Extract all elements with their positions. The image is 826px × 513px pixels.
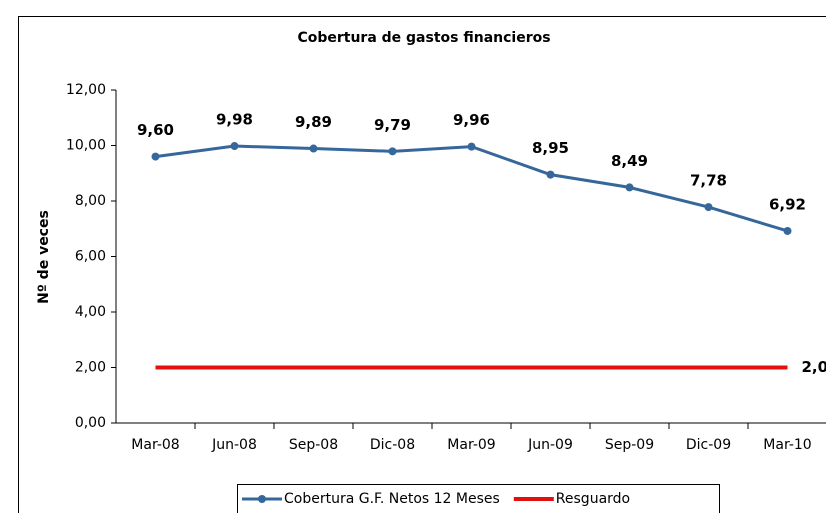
- x-tick-label: Mar-08: [131, 437, 179, 453]
- x-tick-label: Sep-09: [605, 437, 654, 453]
- y-axis-label: Nº de veces: [36, 210, 52, 304]
- data-point: [309, 144, 318, 153]
- x-tick-label: Mar-09: [447, 437, 495, 453]
- data-label: 9,89: [295, 113, 332, 131]
- y-tick-label: 0,00: [75, 415, 106, 431]
- data-point: [388, 147, 397, 156]
- x-tick-label: Jun-09: [527, 437, 573, 453]
- chart-border: [18, 16, 826, 513]
- data-point: [625, 183, 634, 192]
- x-tick-label: Mar-10: [763, 437, 811, 453]
- legend-marker: [258, 495, 266, 503]
- data-point: [467, 142, 476, 151]
- x-tick-label: Sep-08: [289, 437, 338, 453]
- x-tick-label: Dic-08: [370, 437, 415, 453]
- y-tick-label: 8,00: [75, 193, 106, 209]
- y-tick-label: 12,00: [66, 82, 106, 98]
- data-label: 9,96: [453, 111, 490, 129]
- y-tick-label: 6,00: [75, 249, 106, 265]
- data-label: 8,95: [532, 139, 569, 157]
- data-label: 9,60: [137, 121, 174, 139]
- x-tick-label: Dic-09: [686, 437, 731, 453]
- legend-label: Resguardo: [556, 491, 630, 507]
- data-label: 6,92: [769, 195, 806, 213]
- x-tick-label: Jun-08: [211, 437, 257, 453]
- y-tick-label: 10,00: [66, 138, 106, 154]
- data-label: 8,49: [611, 152, 648, 170]
- data-point: [230, 142, 239, 151]
- legend-label: Cobertura G.F. Netos 12 Meses: [284, 491, 500, 507]
- chart-title: Cobertura de gastos financieros: [297, 30, 550, 46]
- y-tick-label: 4,00: [75, 304, 106, 320]
- data-label: 9,79: [374, 116, 411, 134]
- data-point: [151, 152, 160, 161]
- data-point: [704, 203, 713, 212]
- data-point: [546, 170, 555, 179]
- data-label: 9,98: [216, 111, 253, 129]
- data-label: 2,00: [802, 358, 826, 376]
- data-label: 7,78: [690, 172, 727, 190]
- y-tick-label: 2,00: [75, 360, 106, 376]
- legend-box: [237, 484, 720, 513]
- data-point: [783, 226, 792, 235]
